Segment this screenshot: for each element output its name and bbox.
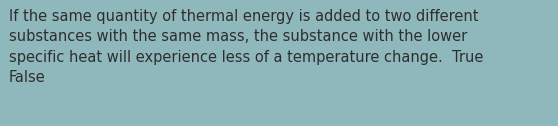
Text: If the same quantity of thermal energy is added to two different
substances with: If the same quantity of thermal energy i… xyxy=(9,9,483,85)
